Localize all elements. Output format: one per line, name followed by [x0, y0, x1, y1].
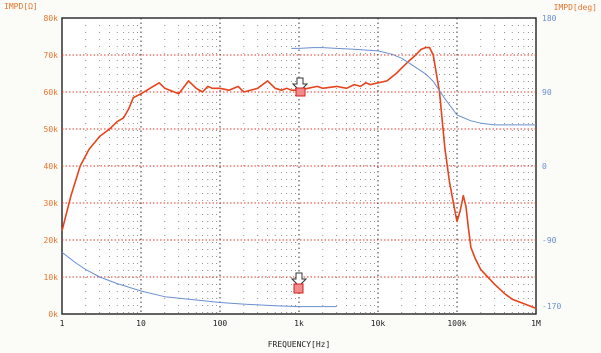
y-tick-label-left: 40k	[44, 162, 59, 171]
y-tick-label-left: 80k	[44, 14, 59, 23]
y-tick-label-right: -170	[542, 302, 561, 311]
x-tick-label: 100k	[447, 319, 466, 328]
cursor-marker-upper[interactable]	[291, 77, 309, 97]
y-tick-label-right: 0	[542, 162, 547, 171]
grid	[62, 18, 536, 314]
plot-area	[61, 17, 537, 315]
y-tick-label-left: 30k	[44, 199, 59, 208]
series-group	[61, 46, 537, 310]
phase-line-2	[291, 47, 536, 126]
y-tick-label-left: 20k	[44, 236, 59, 245]
x-tick-label: 1	[60, 319, 65, 328]
x-tick-label: 10	[136, 319, 146, 328]
y-tick-label-right: -90	[542, 236, 557, 245]
y-tick-label-right: 180	[542, 14, 557, 23]
y-tick-label-left: 60k	[44, 88, 59, 97]
x-axis-label: FREQUENCY[Hz]	[268, 340, 331, 349]
x-tick-label: 1k	[294, 319, 304, 328]
x-tick-label: 10k	[371, 319, 386, 328]
x-tick-label: 100	[213, 319, 228, 328]
phase-line-1	[61, 251, 337, 308]
impedance-line	[61, 46, 537, 310]
y-tick-label-left: 70k	[44, 51, 59, 60]
y-tick-label-left: 0k	[48, 310, 58, 319]
cursor-marker-lower[interactable]	[290, 272, 308, 294]
y-tick-labels-left: 0k 10k 20k 30k 40k 50k 60k 70k 80k	[44, 14, 59, 319]
y-tick-label-right: 90	[542, 88, 552, 97]
y-tick-label-left: 50k	[44, 125, 59, 134]
x-tick-labels: 1 10 100 1k 10k 100k 1M	[60, 319, 541, 328]
y-axis-label-left: IMPD[Ω]	[4, 2, 38, 11]
y-tick-labels-right: -170 -90 0 90 180	[542, 14, 561, 311]
y-tick-label-left: 10k	[44, 273, 59, 282]
x-tick-label: 1M	[531, 319, 541, 328]
y-axis-label-right: IMPD[deg]	[554, 3, 597, 12]
